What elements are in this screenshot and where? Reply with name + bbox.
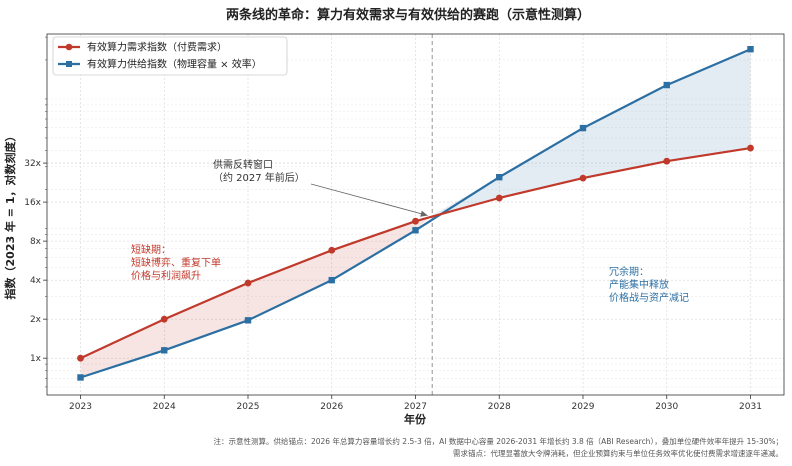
surplus-note: 冗余期： 产能集中释放 价格战与资产减记 — [609, 265, 689, 304]
legend-label-demand: 有效算力需求指数（付费需求） — [87, 41, 227, 54]
demand-point — [579, 174, 587, 182]
y-tick-label: 8x — [30, 237, 42, 247]
footnote-line-1: 注：示意性测算。供给锚点：2026 年总算力容量增长约 2.5-3 倍，AI 数… — [213, 436, 783, 446]
supply-point — [579, 124, 587, 132]
shortage-fill — [80, 216, 431, 378]
y-axis-label: 指数（2023 年 = 1，对数刻度） — [3, 131, 17, 300]
shortage-note-line: 短缺博弈、重复下单 — [131, 256, 221, 269]
y-tick-label: 2x — [30, 315, 42, 325]
surplus-fill — [430, 49, 751, 217]
demand-point — [160, 315, 168, 323]
footnote: 注：示意性测算。供给锚点：2026 年总算力容量增长约 2.5-3 倍，AI 数… — [213, 436, 783, 458]
supply-point — [412, 227, 419, 234]
grid — [47, 34, 784, 395]
surplus-note-line: 冗余期： — [609, 265, 649, 278]
demand-point — [244, 279, 252, 287]
chart-title: 两条线的革命：算力有效需求与有效供给的赛跑（示意性测算） — [226, 7, 590, 23]
x-axis-label: 年份 — [404, 412, 427, 426]
legend-marker-circle — [65, 43, 73, 51]
supply-point — [747, 45, 754, 53]
demand-point — [328, 246, 336, 254]
shortage-note-line: 短缺期： — [131, 243, 171, 256]
y-axis-ticks: 1x 2x 4x 8x 16x 32x — [24, 36, 47, 388]
x-tick-label: 2029 — [572, 402, 595, 412]
surplus-note-line: 产能集中释放 — [609, 278, 669, 291]
footnote-line-2: 需求锚点：代理显著放大令牌消耗，但企业预算约束与单位任务效率优化使付费需求增速逐… — [453, 448, 783, 458]
x-tick-label: 2028 — [488, 402, 511, 412]
x-tick-label: 2024 — [153, 402, 176, 412]
legend-marker-square — [66, 61, 72, 67]
y-tick-label: 1x — [30, 354, 42, 364]
shortage-note: 短缺期： 短缺博弈、重复下单 价格与利润飙升 — [131, 243, 221, 282]
y-tick-label: 4x — [30, 276, 42, 286]
shortage-note-line: 价格与利润飙升 — [131, 269, 201, 282]
x-tick-label: 2023 — [69, 402, 92, 412]
demand-point — [747, 144, 754, 152]
supply-point — [663, 81, 670, 89]
x-tick-label: 2025 — [237, 402, 260, 412]
annotation-line-2: （约 2027 年前后） — [213, 171, 305, 184]
demand-point — [663, 157, 671, 165]
annotation-arrow — [310, 183, 428, 217]
legend: 有效算力需求指数（付费需求） 有效算力供给指数（物理容量 × 效率） — [52, 36, 288, 76]
demand-point — [495, 194, 503, 202]
supply-point — [496, 174, 503, 181]
supply-point — [244, 317, 252, 324]
x-tick-label: 2031 — [739, 402, 762, 412]
crossover-annotation: 供需反转窗口 （约 2027 年前后） — [213, 158, 428, 217]
x-tick-label: 2030 — [655, 402, 678, 412]
x-tick-label: 2027 — [404, 402, 427, 412]
legend-item-demand: 有效算力需求指数（付费需求） — [58, 41, 227, 54]
supply-point — [77, 374, 84, 381]
y-tick-label: 16x — [24, 198, 41, 208]
annotation-line-1: 供需反转窗口 — [213, 158, 273, 171]
x-axis-ticks: 2023 2024 2025 2026 2027 2028 2029 2030 2031 — [69, 395, 762, 412]
legend-label-supply: 有效算力供给指数（物理容量 × 效率） — [87, 58, 262, 71]
surplus-note-line: 价格战与资产减记 — [609, 291, 689, 304]
series-layer — [77, 45, 754, 381]
supply-point — [328, 276, 335, 284]
legend-item-supply: 有效算力供给指数（物理容量 × 效率） — [58, 58, 262, 71]
y-tick-label: 32x — [24, 159, 41, 169]
demand-point — [77, 354, 84, 362]
legend-box — [52, 36, 288, 76]
supply-point — [161, 347, 168, 354]
fill-regions — [80, 49, 751, 378]
demand-point — [412, 217, 419, 225]
x-tick-label: 2026 — [320, 402, 343, 412]
